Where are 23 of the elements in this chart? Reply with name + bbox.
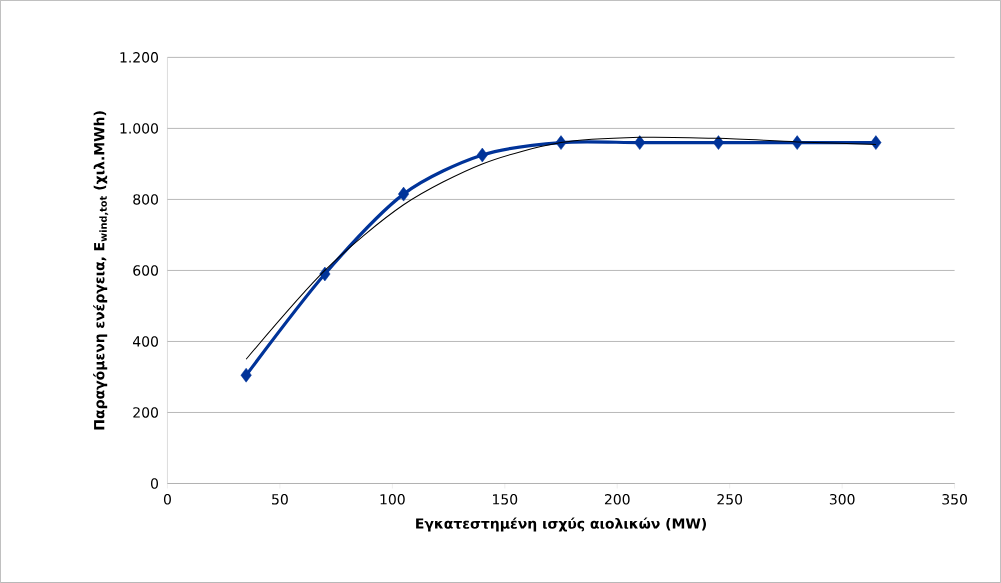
point — [240, 367, 252, 383]
x-tick-label: 150 — [493, 494, 518, 505]
point — [398, 186, 410, 202]
y-tick-label: 200 — [133, 407, 158, 418]
y-tick-label: 1.000 — [120, 123, 158, 134]
point — [870, 135, 882, 150]
x-tick-label: 350 — [942, 494, 967, 505]
point — [476, 147, 488, 163]
x-tick-label: 200 — [604, 494, 630, 505]
point — [712, 135, 724, 150]
x-tick-label: 100 — [380, 494, 405, 505]
y-tick-label: 0 — [150, 478, 158, 489]
y-tick-label: 400 — [132, 336, 158, 347]
x-axis-title: Εγκατεστημένη ισχύς αιολικών (MW) — [416, 517, 706, 532]
y-tick-label: 600 — [133, 265, 158, 276]
y-tick-label: 1.200 — [120, 52, 158, 63]
x-tick-label: 250 — [717, 494, 743, 505]
x-tick-label: 50 — [272, 494, 288, 505]
y-axis-title: Παραγόμενη ενέργεια, E$_{wind,tot}$ (χιλ.MWh) — [93, 111, 109, 430]
point — [634, 135, 646, 150]
y-tick-label: 800 — [133, 194, 158, 205]
x-tick-label: 300 — [829, 494, 855, 505]
x-tick-label: 0 — [163, 494, 171, 505]
